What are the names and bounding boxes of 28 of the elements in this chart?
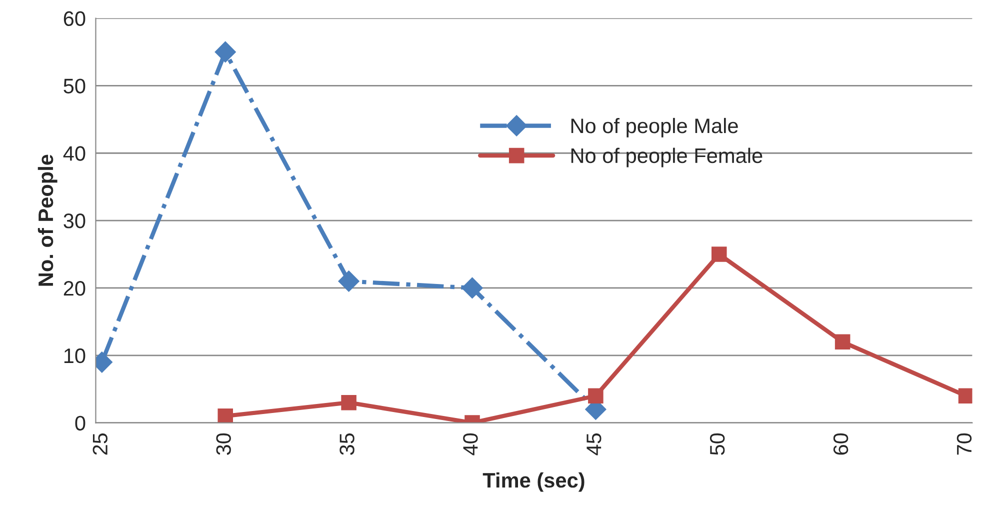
point (958, 388, 972, 404)
legend-label: No of people Female (571, 148, 762, 168)
point (338, 270, 360, 292)
legend-label: No of people Male (571, 118, 738, 138)
y-axis-title: No. of People (38, 154, 58, 286)
point (588, 388, 604, 404)
x-tick-label: 50 (710, 433, 725, 455)
x-tick-label: 45 (586, 433, 602, 456)
x-axis-title: Time (sec) (482, 472, 584, 492)
y-tick-label: 50 (64, 78, 86, 94)
x-tick-label: 70 (956, 433, 972, 455)
y-tick-label: 10 (64, 348, 86, 364)
y-tick-label: 20 (64, 280, 86, 296)
y-tick-label: 40 (63, 146, 86, 161)
y-tick-label: 30 (64, 214, 86, 228)
x-tick-label: 40 (463, 433, 478, 456)
x-tick-label: 25 (92, 433, 108, 455)
y-tick-label: 0 (75, 416, 86, 431)
y-tick-label: 60 (64, 11, 86, 26)
point (834, 334, 850, 350)
x-tick-label: 35 (340, 433, 354, 455)
point (462, 277, 483, 298)
x-tick-label: 60 (833, 433, 848, 455)
point (214, 41, 236, 62)
point (218, 408, 233, 423)
point (341, 394, 356, 410)
point (711, 246, 727, 262)
x-tick-label: 30 (216, 433, 231, 455)
